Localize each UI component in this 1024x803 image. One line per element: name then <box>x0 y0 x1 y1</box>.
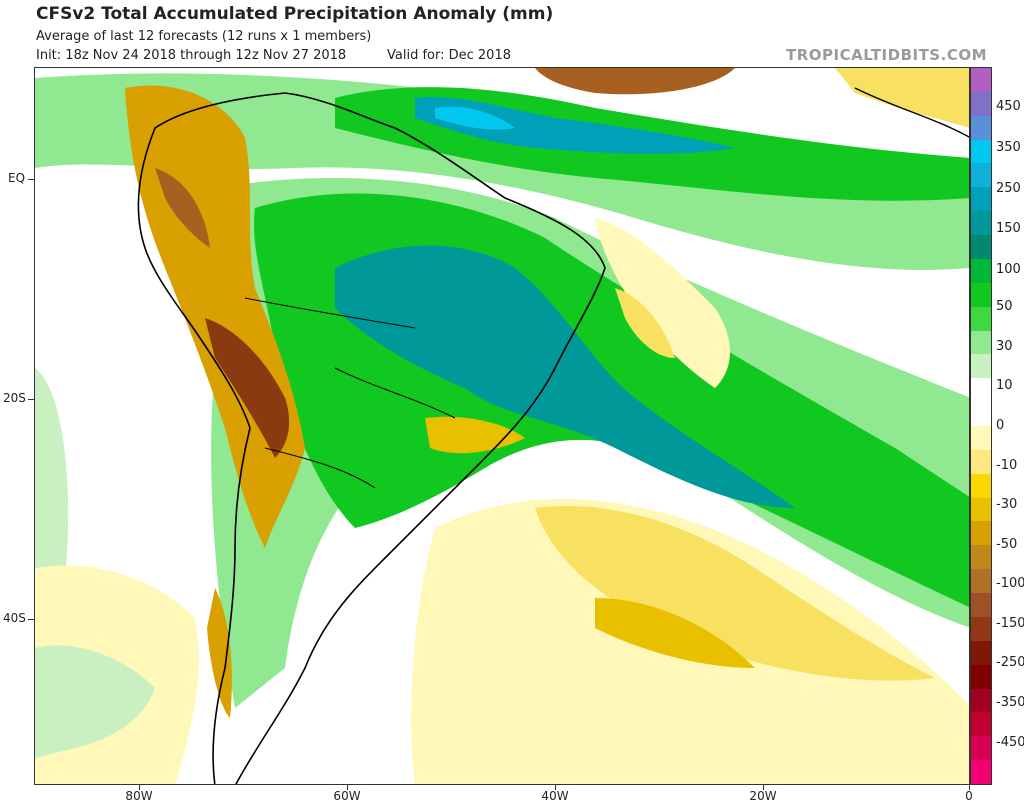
longitude-label: 20W <box>749 789 777 803</box>
colorbar-segment <box>971 402 991 427</box>
colorbar-segment <box>971 473 991 499</box>
colorbar-segment <box>971 449 991 475</box>
colorbar-segment <box>971 235 991 260</box>
longitude-tick <box>555 785 556 790</box>
longitude-tick <box>347 785 348 790</box>
longitude-tick <box>763 785 764 790</box>
map-subtitle: Average of last 12 forecasts (12 runs x … <box>36 29 372 44</box>
country-borders <box>244 297 456 489</box>
colorbar-label: 450 <box>996 99 1021 114</box>
colorbar-segment <box>971 306 991 332</box>
colorbar-segment <box>971 616 991 642</box>
colorbar-segment <box>971 521 991 546</box>
colorbar-segment <box>971 664 991 690</box>
longitude-label: 80W <box>125 789 153 803</box>
north-wet-band <box>35 73 969 270</box>
colorbar-segment <box>971 569 991 594</box>
west-africa-dry <box>835 68 969 128</box>
latitude-tick <box>28 179 34 180</box>
pacific-pale-green <box>35 368 69 628</box>
colorbar-segment <box>971 211 991 236</box>
colorbar-label: 0 <box>996 418 1005 433</box>
colorbar-segment <box>971 688 991 713</box>
colorbar-segment <box>971 593 991 618</box>
map-panel <box>34 67 970 785</box>
colorbar-segment <box>971 282 991 308</box>
latitude-tick <box>28 399 34 400</box>
south-america-coastline <box>137 92 606 784</box>
colorbar-segment <box>971 426 991 451</box>
colorbar-label: 50 <box>996 299 1013 314</box>
colorbar-segment <box>971 258 991 284</box>
southeast-pacific-wet <box>35 645 155 758</box>
longitude-tick <box>969 785 970 790</box>
latitude-tick <box>28 619 34 620</box>
map-title: CFSv2 Total Accumulated Precipitation An… <box>36 4 554 24</box>
colorbar-label: 100 <box>996 262 1021 277</box>
colorbar-segment <box>971 139 991 164</box>
north-atlantic-dry <box>535 68 735 95</box>
colorbar-label: -250 <box>996 655 1024 670</box>
colorbar-segment <box>971 760 991 785</box>
colorbar <box>970 67 992 785</box>
colombia-dry-core <box>155 168 210 248</box>
colorbar-label: 250 <box>996 181 1021 196</box>
colorbar-segment <box>971 736 991 761</box>
colorbar-segment <box>971 115 991 141</box>
south-atlantic-dry-core <box>535 506 935 681</box>
valid-period: Valid for: Dec 2018 <box>387 48 511 63</box>
colorbar-segment <box>971 187 991 212</box>
longitude-label: 60W <box>333 789 361 803</box>
altiplano-dry-core <box>205 318 290 458</box>
colorbar-segment <box>971 712 991 737</box>
colorbar-label: 150 <box>996 221 1021 236</box>
longitude-tick <box>139 785 140 790</box>
colorbar-segment <box>971 545 991 570</box>
latitude-label: 40S <box>3 611 26 625</box>
colorbar-label: -10 <box>996 458 1018 473</box>
colorbar-segment <box>971 354 991 379</box>
southeast-brazil-dry <box>425 416 525 454</box>
amazon-delta-wet <box>415 97 735 154</box>
colorbar-label: 30 <box>996 339 1013 354</box>
colorbar-segment <box>971 378 991 403</box>
latitude-label: EQ <box>8 171 26 185</box>
colorbar-segment <box>971 640 991 666</box>
southern-andes-dry <box>207 588 232 718</box>
ne-brazil-coast-dry <box>595 218 730 388</box>
anomaly-map <box>35 68 969 784</box>
latitude-label: 20S <box>3 391 26 405</box>
init-period: Init: 18z Nov 24 2018 through 12z Nov 27… <box>36 48 347 63</box>
colorbar-segment <box>971 497 991 522</box>
south-atlantic-strong-dry <box>595 598 755 668</box>
longitude-label: 0 <box>965 789 973 803</box>
colorbar-segment <box>971 163 991 188</box>
colorbar-label: -30 <box>996 497 1018 512</box>
colorbar-label: 350 <box>996 140 1021 155</box>
colorbar-segment <box>971 330 991 355</box>
brand-watermark: TROPICALTIDBITS.COM <box>786 46 987 64</box>
colorbar-label: 10 <box>996 378 1013 393</box>
peak-wet-core <box>435 106 515 130</box>
africa-coastline <box>854 87 969 138</box>
colorbar-segment <box>971 91 991 117</box>
ne-brazil-dry-core <box>615 288 675 358</box>
colorbar-label: -150 <box>996 616 1024 631</box>
colorbar-segment <box>971 68 991 93</box>
colorbar-label: -450 <box>996 735 1024 750</box>
colorbar-label: -50 <box>996 537 1018 552</box>
colorbar-label: -350 <box>996 695 1024 710</box>
colorbar-label: -100 <box>996 576 1024 591</box>
longitude-label: 40W <box>541 789 569 803</box>
central-brazil-strong-wet <box>335 245 795 508</box>
